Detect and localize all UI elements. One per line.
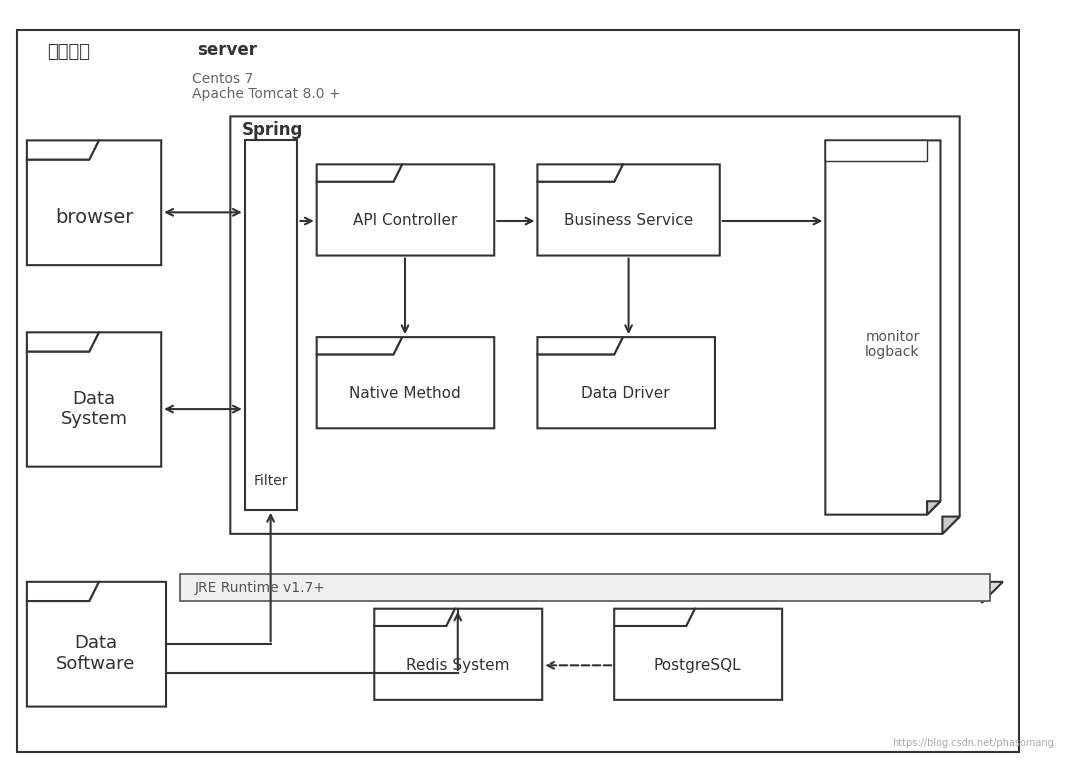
Text: Data Driver: Data Driver <box>581 386 670 401</box>
Polygon shape <box>538 337 715 429</box>
Polygon shape <box>825 140 941 515</box>
Text: API Controller: API Controller <box>353 213 457 229</box>
Text: JRE Runtime v1.7+: JRE Runtime v1.7+ <box>194 580 326 594</box>
Polygon shape <box>27 332 99 352</box>
Polygon shape <box>316 337 495 429</box>
Text: monitor: monitor <box>865 330 920 344</box>
Text: Redis System: Redis System <box>406 658 510 673</box>
Polygon shape <box>27 140 99 160</box>
Polygon shape <box>230 116 960 534</box>
Bar <box>245 140 297 510</box>
Text: Apache Tomcat 8.0 +: Apache Tomcat 8.0 + <box>192 88 340 102</box>
Text: Business Service: Business Service <box>564 213 693 229</box>
Bar <box>180 64 990 591</box>
Text: https://blog.csdn.net/phasomang: https://blog.csdn.net/phasomang <box>892 738 1054 748</box>
Text: Data
System: Data System <box>60 390 127 429</box>
Text: server: server <box>197 41 257 59</box>
Text: Native Method: Native Method <box>349 386 461 401</box>
Text: PostgreSQL: PostgreSQL <box>653 658 742 673</box>
Polygon shape <box>943 517 960 534</box>
Polygon shape <box>316 164 402 181</box>
Text: browser: browser <box>55 208 133 226</box>
Polygon shape <box>375 608 542 700</box>
Polygon shape <box>27 140 161 265</box>
Text: logback: logback <box>865 346 920 360</box>
Polygon shape <box>168 36 1003 603</box>
Text: Spring: Spring <box>242 121 303 139</box>
Polygon shape <box>375 608 455 626</box>
Polygon shape <box>538 164 623 181</box>
Text: 开发视图: 开发视图 <box>48 43 91 61</box>
Polygon shape <box>538 164 719 256</box>
Polygon shape <box>615 608 782 700</box>
Text: Data
Software: Data Software <box>56 635 136 673</box>
Polygon shape <box>27 582 99 601</box>
Polygon shape <box>982 582 1003 603</box>
Polygon shape <box>316 164 495 256</box>
Bar <box>180 574 990 601</box>
Polygon shape <box>27 582 166 707</box>
Polygon shape <box>27 332 161 467</box>
Polygon shape <box>927 501 941 515</box>
Bar <box>825 140 927 161</box>
Polygon shape <box>316 337 402 354</box>
Polygon shape <box>615 608 694 626</box>
Text: Filter: Filter <box>254 474 288 488</box>
Polygon shape <box>538 337 623 354</box>
Text: Centos 7: Centos 7 <box>192 72 253 86</box>
